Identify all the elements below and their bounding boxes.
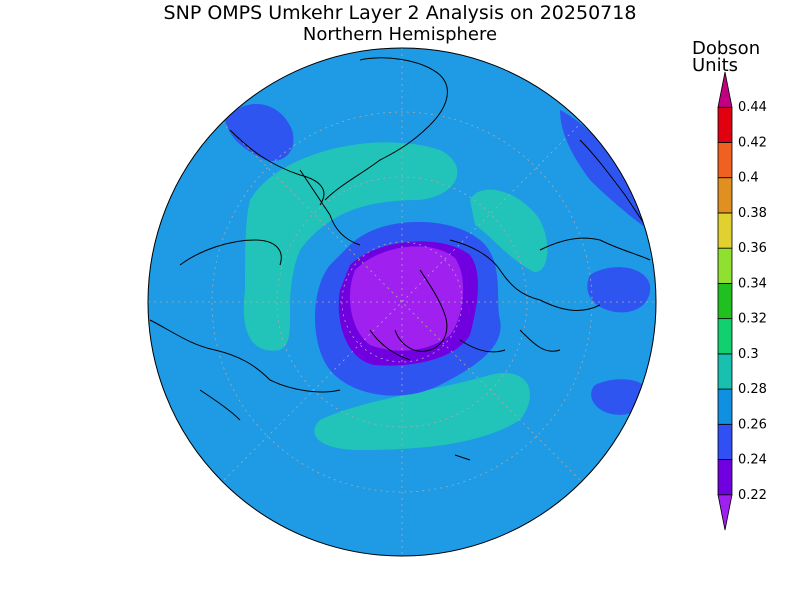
high-region-pacific — [470, 189, 548, 272]
high-region-south — [314, 373, 530, 450]
graticule — [148, 48, 656, 556]
low-region-east — [587, 267, 651, 313]
colorbar-bin — [717, 212, 733, 249]
colorbar-bin — [717, 459, 733, 496]
colorbar-tick-label: 0.26 — [738, 417, 767, 432]
colorbar-bin — [717, 142, 733, 179]
colorbar-tick-label: 0.3 — [738, 347, 759, 362]
map-subtitle: Northern Hemisphere — [302, 24, 498, 45]
high-region-east — [243, 142, 458, 351]
low-region-core — [350, 246, 464, 351]
colorbar-bin — [717, 71, 733, 108]
map-boundary — [147, 47, 657, 557]
colorbar-tick-label: 0.44 — [738, 100, 767, 115]
colorbar-title: Dobson Units — [692, 38, 761, 76]
colorbar-tick-label: 0.24 — [738, 453, 767, 468]
colorbar-title-line1: Dobson — [692, 38, 761, 59]
colorbar-bin — [717, 423, 733, 460]
colorbar-tick-label: 0.42 — [738, 135, 767, 150]
colorbar-tick-label: 0.22 — [738, 488, 767, 503]
colorbar-tick-label: 0.34 — [738, 276, 767, 291]
coastlines — [149, 57, 656, 461]
colorbar-bin — [717, 247, 733, 284]
colorbar-tick-label: 0.38 — [738, 206, 767, 221]
colorbar-bin — [717, 494, 733, 531]
colorbar-tick-label: 0.36 — [738, 241, 767, 256]
colorbar-title-line2: Units — [692, 55, 739, 76]
colorbar-tick-label: 0.4 — [738, 171, 759, 186]
colorbar-bin — [717, 318, 733, 355]
colorbar-bin — [717, 282, 733, 320]
low-region-northwest — [225, 103, 294, 161]
colorbar-bin — [717, 106, 733, 143]
low-region-northeast — [560, 110, 650, 230]
colorbar-bin — [717, 177, 733, 214]
colorbar-bin — [717, 388, 733, 425]
colorbar-tick-label: 0.28 — [738, 382, 767, 397]
map-title: SNP OMPS Umkehr Layer 2 Analysis on 2025… — [163, 2, 637, 24]
colorbar-bin — [717, 353, 733, 390]
colorbar-tick-label: 0.32 — [738, 312, 767, 327]
